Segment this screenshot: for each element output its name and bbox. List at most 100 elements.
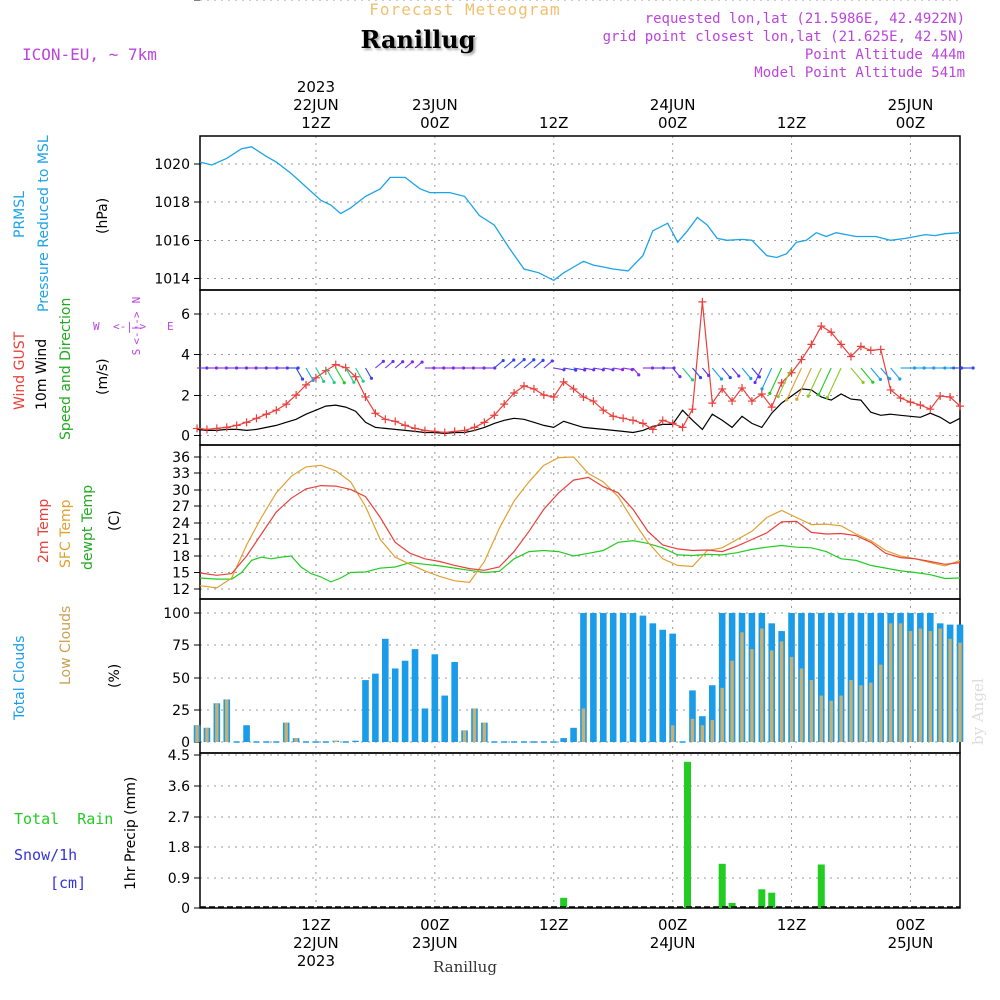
gust-marker <box>311 373 320 382</box>
bottom-hour-label: 00Z <box>658 916 687 934</box>
ytick-label: 100 <box>163 606 190 622</box>
wind-arrow <box>335 367 345 383</box>
wind-arrow <box>593 367 604 371</box>
ytick-label: 12 <box>172 0 190 4</box>
gust-marker <box>946 393 955 402</box>
low-cloud-bar <box>809 680 814 742</box>
ytick-label: 10 <box>172 0 190 4</box>
c-unit-label: (C) <box>107 510 123 531</box>
wind-arrow <box>786 367 802 400</box>
top-hour-label: 12Z <box>301 114 330 132</box>
gridpoint-coords: grid point closest lon,lat (21.625E, 42.… <box>603 29 965 45</box>
ytick-label: 25 <box>172 703 190 719</box>
top-hour-label: 00Z <box>896 114 925 132</box>
wind-arrowhead <box>878 377 882 382</box>
total-cloud-bar <box>817 613 825 742</box>
wind-arrowhead <box>592 368 596 372</box>
panel-frame <box>199 135 961 291</box>
gust-marker <box>490 411 499 420</box>
product-title: Forecast Meteogram <box>369 0 560 19</box>
gust-marker <box>282 400 291 409</box>
wind-arrow <box>603 367 614 371</box>
gust-marker <box>708 399 717 408</box>
wind-arrowhead <box>737 374 741 378</box>
total-cloud-bar <box>837 613 845 742</box>
total-cloud-bar <box>827 613 835 742</box>
wind-arrowhead <box>698 375 703 380</box>
total-cloud-bar <box>669 633 676 742</box>
top-year-label: 2023 <box>297 78 335 96</box>
dewpt-line <box>199 539 961 583</box>
wind-arrow <box>503 359 515 369</box>
prmsl-label: PRMSL <box>12 191 28 238</box>
wind-arrow <box>355 367 364 382</box>
wind10m-line <box>196 388 961 435</box>
gust-marker <box>420 426 429 435</box>
wind-arrow <box>325 367 335 383</box>
wind-arrowhead <box>728 375 732 380</box>
wind-arrowhead <box>637 373 641 377</box>
ytick-label: 1.8 <box>168 840 190 856</box>
gust-marker <box>678 423 687 432</box>
wind-arrow <box>583 367 594 371</box>
wind-arrow <box>741 367 752 379</box>
ytick-label: 0 <box>181 429 190 445</box>
total-cloud-bar <box>629 613 637 742</box>
total-cloud-bar <box>431 654 439 742</box>
wind-arrowhead <box>432 366 436 370</box>
wind-arrowhead <box>482 366 486 370</box>
wind-arrowhead <box>410 360 414 364</box>
clouds-panel: 0 25 50 75 100 <box>163 598 964 754</box>
gust-marker <box>728 397 737 406</box>
wind-arrow <box>721 367 731 378</box>
precip-panel-label: Total Rain Snow/1h [cm] 1hr Precip (mm) <box>14 777 139 892</box>
wind-arrowhead <box>888 377 892 381</box>
wind-arrow <box>345 367 355 383</box>
wind-arrowhead <box>785 398 789 402</box>
total-rain-label: Total Rain <box>14 810 113 828</box>
wind-arrowhead <box>871 380 875 384</box>
total-cloud-bar <box>659 629 667 742</box>
low-cloud-bar <box>720 687 724 742</box>
wind-dir-label: Speed and Direction <box>58 298 74 440</box>
ms-unit-label: (m/s) <box>95 358 111 395</box>
temp-panel-label: 2m Temp SFC Temp dewpt Temp (C) <box>36 485 123 570</box>
wind-arrowhead <box>620 368 625 372</box>
ytick-label: 0 <box>181 901 190 917</box>
low-cloud-bar <box>225 699 229 742</box>
wind-arrowhead <box>244 366 249 370</box>
wind-arrowhead <box>264 366 268 370</box>
low-cloud-bar <box>760 628 764 742</box>
wind-arrowhead <box>776 394 780 399</box>
rain-bar <box>768 892 776 908</box>
wind10m-label: 10m Wind <box>34 339 50 410</box>
wind-arrow <box>573 367 585 371</box>
total-cloud-bar <box>639 615 647 742</box>
low-cloud-bar <box>740 632 744 742</box>
requested-coords: requested lon,lat (21.5986E, 42.4922N) <box>645 11 965 27</box>
gust-marker <box>658 416 667 425</box>
gust-marker <box>470 423 479 432</box>
total-cloud-bar <box>570 727 577 742</box>
gust-marker <box>450 427 459 436</box>
bottom-date-label: 24JUN <box>650 934 696 952</box>
wind-arrowhead <box>611 368 615 372</box>
ytick-label: 15 <box>172 566 190 582</box>
top-date-label: 25JUN <box>888 96 934 114</box>
low-cloud-bar <box>334 740 338 742</box>
ytick-label: 1020 <box>154 157 190 173</box>
wind-arrowhead <box>650 366 655 370</box>
bottom-hour-label: 12Z <box>777 916 806 934</box>
hpa-unit-label: (hPa) <box>95 198 111 234</box>
snow-unit-label: [cm] <box>50 874 86 892</box>
compass-w: W <box>93 320 100 333</box>
wind-arrowhead <box>601 368 605 372</box>
gust-marker <box>361 393 370 402</box>
snow-label: Snow/1h <box>14 846 77 864</box>
credit-watermark: by Angel <box>969 678 987 745</box>
location-title: Ranillug <box>360 25 475 54</box>
panel-frame <box>199 289 961 446</box>
